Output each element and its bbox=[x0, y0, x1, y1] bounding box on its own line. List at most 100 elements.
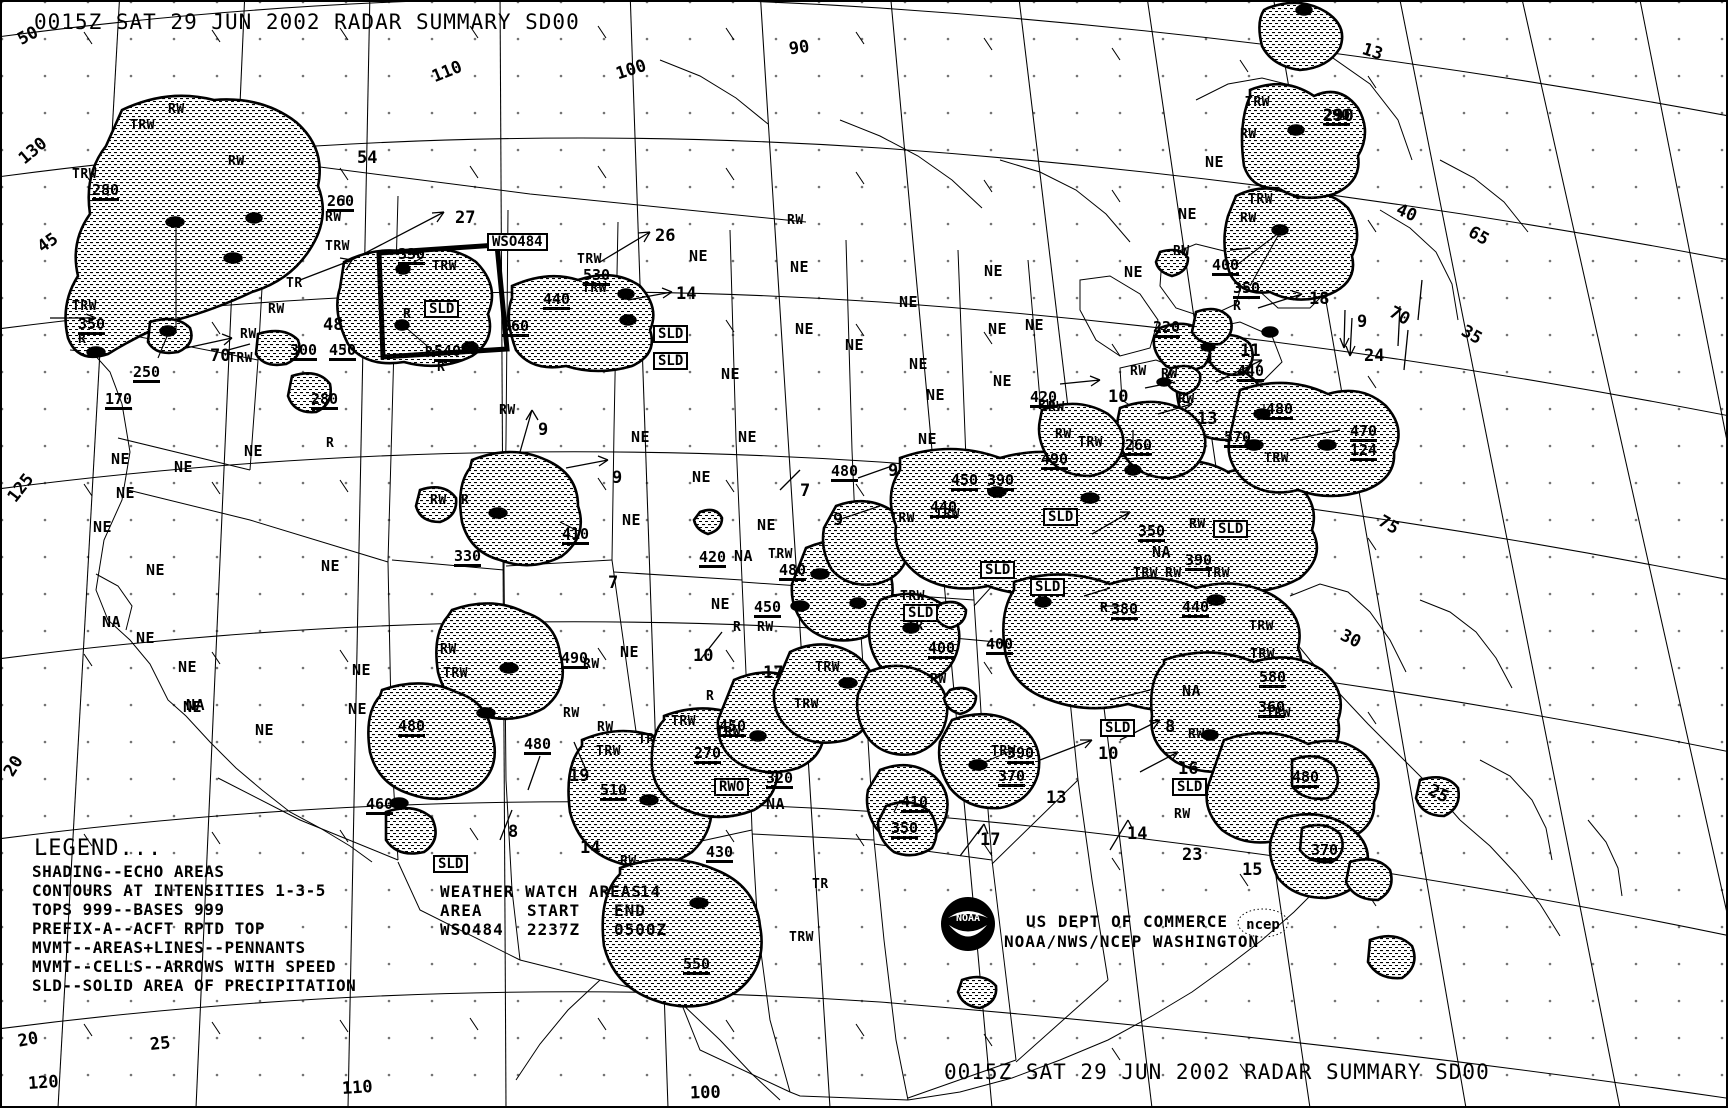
echo-top-label-28: 480 bbox=[831, 462, 859, 482]
echo-top-label-52: 360 bbox=[1258, 698, 1286, 718]
weather-type-label-22: RW bbox=[440, 642, 457, 657]
echo-top-label-39: 490 bbox=[1041, 450, 1069, 470]
graticule-label-18: 20 bbox=[16, 1028, 40, 1052]
graticule-label-38: 9 bbox=[833, 510, 844, 530]
sld-label-7: SLD bbox=[1213, 520, 1249, 538]
watch-row-start: 2237Z bbox=[527, 920, 581, 939]
no-echo-label-12: NE bbox=[348, 700, 368, 718]
graticule-label-28: 18 bbox=[1309, 289, 1330, 309]
sld-label-5: SLD bbox=[903, 604, 939, 622]
no-echo-label-39: NA bbox=[766, 795, 786, 813]
weather-type-label-40: TRW bbox=[890, 511, 915, 526]
weather-type-label-25: RW bbox=[563, 706, 580, 721]
no-echo-label-41: NA bbox=[1182, 682, 1202, 700]
watch-row-area: WSO484 bbox=[440, 920, 504, 939]
chart-title-top: 0015Z SAT 29 JUN 2002 RADAR SUMMARY SD00 bbox=[34, 10, 580, 34]
weather-type-label-23: TRW bbox=[443, 666, 468, 681]
boxed-label-wso484: WSO484 bbox=[487, 233, 548, 251]
echo-top-label-49: 380 bbox=[1111, 600, 1139, 620]
no-echo-label-21: NE bbox=[757, 516, 777, 534]
no-echo-label-32: NE bbox=[1025, 316, 1045, 334]
graticule-label-3: 90 bbox=[787, 36, 811, 60]
weather-type-label-69: RW bbox=[787, 213, 804, 228]
echo-top-label-23: 430 bbox=[706, 843, 734, 863]
echo-top-label-15: 490 bbox=[561, 649, 589, 669]
echo-top-label-42: 440 bbox=[1237, 362, 1265, 382]
ncep-logo-text: ncep bbox=[1246, 917, 1280, 933]
echo-top-label-21: 450 bbox=[719, 717, 747, 737]
weather-type-label-19: R bbox=[425, 345, 434, 360]
watch-row-end: 0500Z bbox=[614, 920, 668, 939]
weather-type-label-8: RW bbox=[268, 302, 285, 317]
legend-heading: LEGEND... bbox=[34, 836, 163, 861]
weather-type-label-2: TRW bbox=[72, 167, 97, 182]
echo-top-label-53: 480 bbox=[1292, 768, 1320, 788]
echo-top-label-29: 450 bbox=[951, 471, 979, 491]
watch-col-start: START bbox=[527, 901, 581, 920]
no-echo-label-36: NA bbox=[102, 613, 122, 631]
echo-top-label-8: 330 bbox=[398, 245, 426, 265]
weather-type-label-33: TRW bbox=[789, 930, 814, 945]
weather-type-label-14: R bbox=[437, 360, 446, 375]
no-echo-label-0: NE bbox=[111, 450, 131, 468]
weather-type-label-13: RW bbox=[499, 403, 516, 418]
no-echo-label-15: NE bbox=[622, 511, 642, 529]
echo-top-label-30: 390 bbox=[987, 471, 1015, 491]
credit-line-1: US DEPT OF COMMERCE bbox=[1026, 912, 1229, 931]
graticule-label-42: 8 bbox=[1165, 717, 1176, 737]
graticule-label-46: 17 bbox=[980, 830, 1001, 850]
graticule-label-26: 48 bbox=[323, 315, 344, 335]
weather-type-label-15: TRW bbox=[432, 259, 457, 274]
echo-top-label-12: 530 bbox=[583, 266, 611, 286]
echo-top-label-38: 420 bbox=[1030, 388, 1058, 408]
weather-type-label-42: RW bbox=[930, 672, 947, 687]
weather-type-label-55: RW bbox=[1240, 211, 1257, 226]
weather-type-label-4: RW bbox=[325, 210, 342, 225]
weather-type-label-3: RW bbox=[228, 154, 245, 169]
echo-top-label-5: 300 bbox=[290, 341, 318, 361]
echo-top-label-41: 220 bbox=[1153, 318, 1181, 338]
echo-top-label-11: 440 bbox=[543, 290, 571, 310]
echo-top-label-44: 570 bbox=[1224, 428, 1252, 448]
watch-col-area: AREA bbox=[440, 901, 483, 920]
no-echo-label-34: NE bbox=[1178, 205, 1198, 223]
echo-top-label-22: 320 bbox=[766, 769, 794, 789]
graticule-label-47: 14 bbox=[1127, 824, 1148, 844]
echo-top-label-1: 260 bbox=[327, 192, 355, 212]
no-echo-label-22: NE bbox=[790, 258, 810, 276]
weather-type-label-12: R bbox=[326, 436, 335, 451]
no-echo-label-25: NE bbox=[899, 293, 919, 311]
weather-type-label-68: RW bbox=[1188, 727, 1205, 742]
graticule-label-20: 110 bbox=[341, 1076, 374, 1100]
no-echo-label-2: NE bbox=[244, 442, 264, 460]
weather-type-label-48: RW bbox=[1055, 427, 1072, 442]
echo-cores bbox=[86, 4, 1337, 909]
graticule-label-52: 14 bbox=[580, 838, 601, 858]
weather-type-label-62: TRW bbox=[1249, 619, 1274, 634]
weather-type-label-51: TRW bbox=[1264, 451, 1289, 466]
cell-movement-arrows bbox=[50, 211, 1423, 857]
no-echo-label-26: NE bbox=[909, 355, 929, 373]
graticule-label-17: 25 bbox=[148, 1032, 172, 1056]
echo-top-label-43: 480 bbox=[1266, 400, 1294, 420]
weather-type-label-26: RW bbox=[597, 720, 614, 735]
echo-top-label-50: 440 bbox=[1182, 598, 1210, 618]
weather-type-label-11: R bbox=[78, 332, 87, 347]
echo-top-label-13: 410 bbox=[562, 525, 590, 545]
noaa-logo: NOAA bbox=[941, 897, 995, 951]
no-echo-label-8: NE bbox=[178, 658, 198, 676]
no-echo-label-35: NE bbox=[1205, 153, 1225, 171]
graticule-label-39: 7 bbox=[608, 573, 619, 593]
graticule-label-6: 290 bbox=[1323, 106, 1354, 126]
no-echo-label-40: NA bbox=[1152, 543, 1172, 561]
weather-type-label-44: TR bbox=[907, 619, 924, 634]
no-echo-label-29: NE bbox=[984, 262, 1004, 280]
no-echo-label-30: NE bbox=[988, 320, 1008, 338]
weather-type-label-18: R bbox=[403, 307, 412, 322]
ncep-logo: ncep bbox=[1237, 908, 1289, 938]
no-echo-label-33: NE bbox=[1124, 263, 1144, 281]
graticule-label-50: 19 bbox=[569, 766, 590, 786]
chart-title-bottom: 0015Z SAT 29 JUN 2002 RADAR SUMMARY SD00 bbox=[944, 1060, 1490, 1084]
